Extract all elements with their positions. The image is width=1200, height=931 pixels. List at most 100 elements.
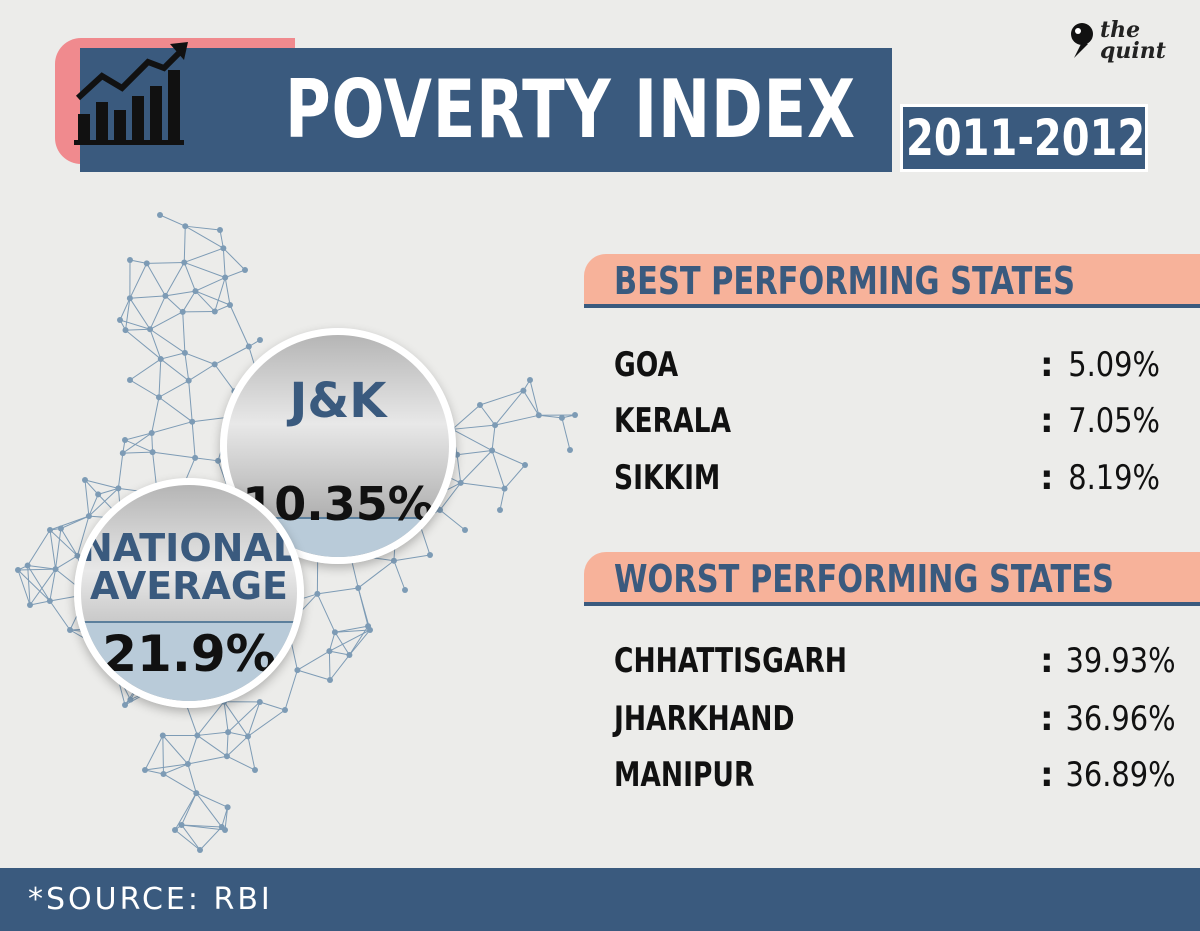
map-link bbox=[195, 277, 226, 292]
separator: : bbox=[1040, 755, 1054, 795]
map-link bbox=[457, 450, 493, 456]
map-link bbox=[522, 390, 540, 416]
map-link bbox=[317, 587, 359, 595]
map-link bbox=[504, 464, 526, 489]
map-link bbox=[223, 701, 249, 737]
map-link bbox=[460, 482, 505, 490]
footer-bar bbox=[0, 868, 1200, 931]
map-link bbox=[125, 328, 151, 331]
map-link bbox=[439, 509, 466, 531]
map-link bbox=[76, 516, 90, 556]
map-node bbox=[162, 292, 169, 299]
map-node bbox=[567, 447, 573, 453]
map-link bbox=[460, 450, 493, 484]
map-link bbox=[158, 359, 162, 398]
map-link bbox=[259, 701, 286, 711]
title-bar bbox=[80, 48, 892, 172]
state-value: 39.93% bbox=[1065, 641, 1176, 681]
map-link bbox=[393, 560, 406, 591]
map-link bbox=[60, 528, 78, 557]
map-node bbox=[497, 507, 503, 513]
map-link bbox=[55, 528, 62, 570]
map-link bbox=[222, 248, 226, 278]
map-node bbox=[211, 361, 218, 368]
map-link bbox=[334, 625, 369, 633]
map-link bbox=[529, 379, 540, 416]
map-link bbox=[499, 488, 506, 511]
map-link bbox=[247, 709, 286, 737]
map-node bbox=[501, 485, 508, 492]
map-link bbox=[146, 261, 185, 264]
map-node bbox=[257, 337, 263, 343]
map-node bbox=[331, 629, 338, 636]
map-link bbox=[224, 277, 231, 306]
map-node bbox=[142, 767, 148, 773]
map-node bbox=[143, 260, 150, 267]
map-link bbox=[329, 629, 371, 652]
map-link bbox=[88, 494, 99, 517]
map-link bbox=[452, 428, 493, 451]
national-average-label: NATIONAL AVERAGE bbox=[81, 526, 298, 608]
map-link bbox=[146, 263, 166, 297]
map-link bbox=[159, 214, 186, 227]
map-link bbox=[174, 792, 197, 831]
map-node bbox=[492, 422, 499, 429]
map-link bbox=[188, 363, 215, 382]
map-link bbox=[144, 769, 164, 775]
worst-states-banner: WORST PERFORMING STATES bbox=[584, 552, 1200, 606]
map-node bbox=[457, 479, 464, 486]
year-box bbox=[900, 104, 1148, 172]
map-node bbox=[224, 804, 231, 811]
list-item: MANIPUR : 36.89% bbox=[614, 752, 1184, 798]
map-link bbox=[84, 479, 119, 489]
map-link bbox=[17, 569, 51, 602]
map-node bbox=[558, 414, 565, 421]
map-node bbox=[282, 707, 288, 713]
map-link bbox=[149, 295, 166, 330]
map-link bbox=[297, 669, 331, 681]
map-link bbox=[49, 529, 57, 570]
map-link bbox=[27, 565, 56, 570]
map-link bbox=[187, 763, 197, 794]
map-link bbox=[182, 311, 186, 353]
map-node bbox=[346, 652, 353, 659]
best-states-title: BEST PERFORMING STATES bbox=[614, 259, 1076, 303]
map-node bbox=[314, 590, 321, 597]
map-node bbox=[179, 308, 186, 315]
map-link bbox=[49, 529, 78, 557]
state-name: KERALA bbox=[614, 401, 732, 441]
map-node bbox=[82, 477, 88, 483]
source-note: *SOURCE: RBI bbox=[28, 882, 273, 917]
map-link bbox=[119, 298, 131, 321]
map-link bbox=[479, 404, 496, 426]
state-value: 36.89% bbox=[1065, 755, 1176, 795]
map-link bbox=[119, 319, 151, 330]
map-node bbox=[390, 557, 397, 564]
state-name: CHHATTISGARH bbox=[614, 641, 847, 681]
map-node bbox=[172, 827, 178, 833]
map-node bbox=[222, 274, 229, 281]
map-node bbox=[122, 437, 128, 443]
map-node bbox=[157, 356, 164, 363]
national-average-value: 21.9% bbox=[102, 625, 276, 683]
map-node bbox=[222, 827, 228, 833]
map-link bbox=[117, 453, 124, 489]
map-link bbox=[184, 352, 190, 381]
map-link bbox=[49, 600, 71, 631]
map-node bbox=[15, 567, 21, 573]
map-node bbox=[148, 429, 155, 436]
state-name: JHARKHAND bbox=[614, 699, 795, 739]
map-link bbox=[328, 632, 336, 652]
map-link bbox=[125, 298, 131, 331]
map-node bbox=[223, 753, 230, 760]
map-node bbox=[192, 288, 199, 295]
map-link bbox=[184, 352, 215, 365]
map-node bbox=[115, 485, 122, 492]
map-node bbox=[181, 349, 188, 356]
map-node bbox=[244, 733, 251, 740]
map-node bbox=[181, 259, 188, 266]
separator: : bbox=[1040, 458, 1054, 498]
map-link bbox=[494, 414, 539, 426]
map-link bbox=[297, 650, 330, 671]
map-link bbox=[214, 364, 235, 392]
